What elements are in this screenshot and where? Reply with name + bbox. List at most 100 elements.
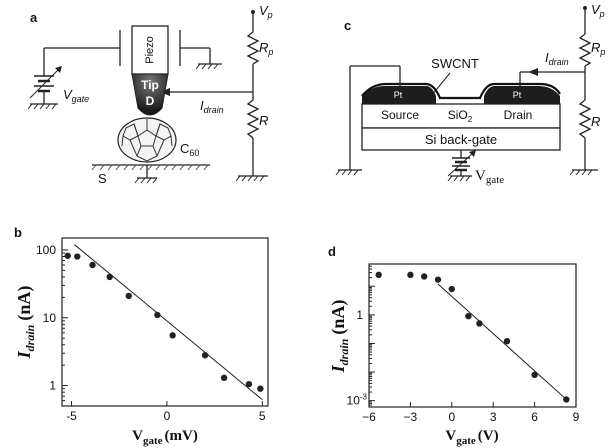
b-data-point bbox=[125, 292, 132, 300]
b-data-point bbox=[106, 273, 113, 281]
vgate-label-a: Vgate bbox=[63, 87, 89, 104]
b-data-point bbox=[169, 332, 176, 339]
d-xtick-label: 6 bbox=[531, 410, 538, 424]
variable-arrowhead-c bbox=[469, 150, 476, 157]
b-data-point bbox=[257, 385, 264, 392]
panel-a: a Vp Rp R Idrain Piezo Tip D bbox=[27, 3, 273, 186]
tip-label: Tip bbox=[141, 78, 159, 92]
d-data-point bbox=[407, 271, 414, 279]
b-xtick-label: 0 bbox=[164, 409, 171, 423]
panel-b-letter: b bbox=[14, 225, 22, 240]
ground-hatch-a-source bbox=[134, 177, 158, 184]
d-data-point bbox=[531, 371, 538, 379]
d-data-point bbox=[465, 312, 472, 320]
variable-arrow-c bbox=[447, 151, 475, 177]
b-data-point bbox=[74, 253, 81, 260]
b-ytick-label: 1 bbox=[49, 379, 56, 393]
idrain-label-a: Idrain bbox=[200, 98, 224, 115]
d-ytick-label: 1 bbox=[356, 308, 363, 322]
sio2-layer bbox=[361, 103, 561, 129]
b-data-point bbox=[154, 311, 161, 319]
r-resistor-a bbox=[246, 99, 260, 139]
d-data-point bbox=[563, 396, 570, 403]
idrain-label-c: Idrain bbox=[545, 50, 569, 67]
ground-hatch-a-left bbox=[27, 103, 57, 110]
variable-arrow-a bbox=[29, 67, 61, 99]
d-data-point bbox=[503, 337, 511, 345]
stm-tip bbox=[131, 73, 169, 116]
swcnt-label: SWCNT bbox=[431, 56, 479, 71]
d-xtick-label: −6 bbox=[362, 410, 376, 424]
pt-right-label: Pt bbox=[513, 90, 522, 100]
plot-b-frame bbox=[61, 237, 269, 407]
vgate-label-c: Vgate bbox=[475, 168, 504, 186]
drain-label-d: D bbox=[146, 94, 155, 108]
plot-b-ticks: -5 0 5 1 10 100 bbox=[36, 243, 266, 423]
pt-electrode-right bbox=[484, 86, 560, 104]
ground-hatch-plate bbox=[195, 63, 219, 70]
ground-hatch-c-gate bbox=[447, 175, 471, 182]
c60-molecule bbox=[117, 117, 177, 163]
b-ytick-label: 10 bbox=[43, 311, 57, 325]
plot-d-ylabel: Idrain(nA) bbox=[328, 300, 351, 374]
plot-b-points bbox=[64, 252, 264, 392]
sio2-label: SiO2 bbox=[448, 108, 473, 124]
b-data-point bbox=[245, 380, 253, 388]
d-data-point bbox=[434, 276, 442, 283]
rp-label-a: Rp bbox=[259, 40, 273, 57]
b-xtick-label: 5 bbox=[259, 409, 266, 423]
b-xtick-label: -5 bbox=[66, 409, 77, 423]
d-xtick-label: 9 bbox=[573, 410, 580, 424]
panel-d: d −6 −3 0 3 6 9 10-3 1 Idrain(nA) Vgate (V) bbox=[328, 244, 580, 447]
drain-arrow-c bbox=[528, 68, 538, 76]
d-data-point bbox=[476, 320, 483, 327]
ground-hatch-c-left bbox=[335, 169, 359, 176]
d-xtick-label: 0 bbox=[448, 410, 455, 424]
plot-d-frame bbox=[368, 263, 577, 408]
d-data-point bbox=[448, 285, 455, 293]
d-xtick-label: 3 bbox=[490, 410, 497, 424]
plot-b-fit-line bbox=[74, 244, 263, 401]
variable-arrowhead-a bbox=[55, 66, 62, 73]
ground-hatch-a-right bbox=[235, 175, 265, 182]
b-data-point bbox=[220, 374, 228, 382]
r-label-a: R bbox=[259, 113, 268, 128]
vp-label-a: Vp bbox=[259, 3, 273, 20]
r-resistor-c bbox=[578, 99, 592, 139]
substrate-hatch bbox=[91, 164, 209, 171]
source-label-a: S bbox=[98, 171, 107, 186]
c60-label: C60 bbox=[180, 141, 199, 158]
panel-a-letter: a bbox=[30, 10, 38, 25]
plot-d-xlabel: Vgate (V) bbox=[445, 428, 498, 447]
pt-electrode-left bbox=[362, 86, 436, 104]
backgate-label: Si back-gate bbox=[425, 132, 497, 147]
d-xtick-label: −3 bbox=[404, 410, 418, 424]
plot-d-fit-line bbox=[437, 283, 569, 402]
vp-terminal-a bbox=[251, 10, 255, 14]
b-ytick-label: 100 bbox=[36, 243, 56, 257]
rp-resistor-c bbox=[578, 33, 592, 67]
rp-resistor-a bbox=[246, 31, 260, 65]
plot-d-points bbox=[375, 271, 570, 403]
ground-hatch-c-right bbox=[569, 169, 593, 176]
r-label-c: R bbox=[591, 114, 600, 129]
plot-d-ticks: −6 −3 0 3 6 9 10-3 1 bbox=[347, 263, 580, 424]
panel-c: c Vp Rp R Idrain SWCNT Si back-gate Pt bbox=[335, 2, 605, 186]
d-data-point bbox=[375, 271, 382, 279]
vp-terminal-c bbox=[583, 6, 587, 10]
pt-left-label: Pt bbox=[394, 90, 403, 100]
d-ytick-label: 10-3 bbox=[347, 393, 368, 408]
drain-label-c: Drain bbox=[504, 108, 533, 122]
piezo-label: Piezo bbox=[144, 36, 156, 64]
vp-label-c: Vp bbox=[591, 2, 605, 19]
panel-c-letter: c bbox=[344, 18, 351, 33]
plot-b-ylabel: Idrain(nA) bbox=[14, 286, 37, 360]
rp-label-c: Rp bbox=[591, 40, 605, 57]
swcnt-pointer bbox=[431, 72, 451, 96]
swcnt-tube bbox=[361, 82, 561, 100]
panel-d-letter: d bbox=[328, 244, 336, 259]
b-data-point bbox=[89, 261, 96, 269]
b-data-point bbox=[64, 252, 71, 259]
b-data-point bbox=[201, 352, 209, 359]
